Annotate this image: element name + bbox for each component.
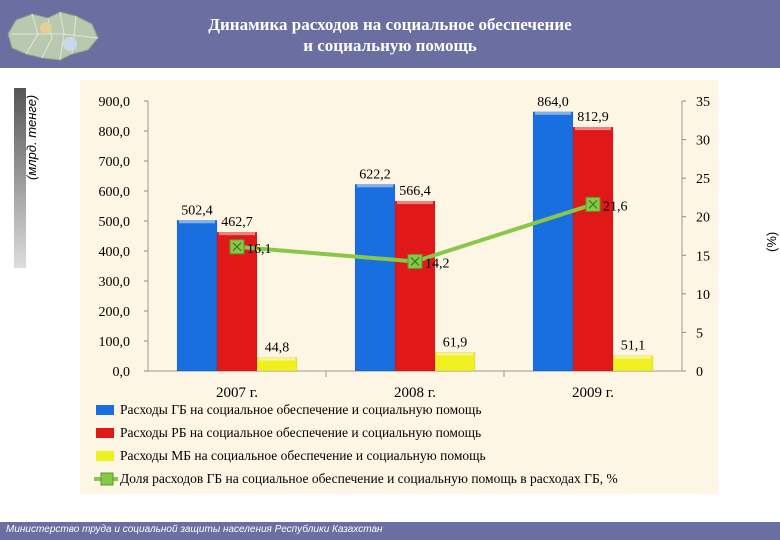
right-tick-label: 5	[696, 326, 703, 341]
left-tick-label: 400,0	[99, 245, 131, 260]
right-tick-label: 25	[696, 172, 710, 187]
footer-text: Министерство труда и социальной защиты н…	[6, 524, 383, 535]
bar-highlight	[397, 201, 433, 205]
bar-value-label: 812,9	[577, 110, 609, 125]
share-marker-cross	[588, 199, 598, 209]
left-tick-label: 200,0	[99, 305, 131, 320]
footer-bar: Министерство труда и социальной защиты н…	[0, 522, 780, 540]
left-tick-label: 700,0	[99, 155, 131, 170]
legend-marker	[100, 472, 114, 486]
share-value-label: 16,1	[247, 242, 272, 257]
bar	[216, 231, 258, 372]
bar	[612, 355, 654, 372]
bar-highlight	[437, 352, 473, 356]
title-line-1: Динамика расходов на социальное обеспече…	[208, 15, 572, 34]
right-tick-label: 20	[696, 211, 710, 226]
bar-value-label: 51,1	[621, 339, 646, 354]
legend: Расходы ГБ на социальное обеспечение и с…	[94, 402, 618, 486]
bar	[572, 126, 614, 372]
category-label: 2008 г.	[394, 385, 436, 401]
bar-value-label: 864,0	[537, 95, 569, 110]
bar	[176, 220, 218, 372]
left-tick-label: 0,0	[113, 365, 131, 380]
right-tick-label: 0	[696, 365, 703, 380]
legend-entry: Доля расходов ГБ на социальное обеспечен…	[120, 471, 618, 486]
bar	[532, 111, 574, 372]
bar-highlight	[259, 357, 295, 361]
legend-entry: Расходы МБ на социальное обеспечение и с…	[120, 448, 486, 463]
kazakhstan-map-logo	[7, 11, 99, 61]
bar-highlight	[535, 111, 571, 115]
left-tick-label: 900,0	[99, 95, 131, 110]
share-line: 16,1 14,2 21,6	[229, 196, 628, 271]
bar-highlight	[219, 232, 255, 236]
bar	[434, 352, 476, 372]
right-tick-label: 35	[696, 95, 710, 110]
category-label: 2007 г.	[216, 385, 258, 401]
right-tick-label: 15	[696, 249, 710, 264]
legend-swatch	[96, 451, 114, 461]
left-tick-label: 100,0	[99, 335, 131, 350]
bar-highlight	[179, 220, 215, 224]
right-tick-label: 30	[696, 134, 710, 149]
bar-highlight	[357, 184, 393, 188]
x-axis-categories: 2007 г. 2008 г. 2009 г.	[216, 371, 614, 401]
share-marker-cross	[410, 257, 420, 266]
bar	[394, 200, 436, 372]
legend-entry: Расходы РБ на социальное обеспечение и с…	[120, 425, 481, 440]
legend-entry: Расходы ГБ на социальное обеспечение и с…	[120, 402, 481, 417]
page-title: Динамика расходов на социальное обеспече…	[130, 14, 650, 56]
bars: 502,4 462,7 44,8 622,2 566,4 61,9 864,0 812,9 51…	[176, 95, 654, 372]
title-line-2: и социальную помощь	[303, 36, 477, 55]
left-tick-label: 800,0	[99, 125, 131, 140]
bar-value-label: 502,4	[181, 203, 213, 218]
bar-value-label: 462,7	[221, 215, 253, 230]
category-label: 2009 г.	[572, 385, 614, 401]
left-tick-label: 600,0	[99, 185, 131, 200]
bar-value-label: 44,8	[265, 341, 290, 356]
legend-swatch	[96, 405, 114, 415]
legend-swatch	[96, 428, 114, 438]
bar	[354, 184, 396, 372]
bar	[256, 357, 298, 372]
header-bar: Динамика расходов на социальное обеспече…	[0, 0, 780, 68]
decorative-side-bar	[14, 88, 26, 268]
share-value-label: 21,6	[603, 199, 628, 214]
bar-highlight	[575, 127, 611, 131]
left-tick-label: 300,0	[99, 275, 131, 290]
share-value-label: 14,2	[425, 256, 450, 271]
bar-value-label: 566,4	[399, 184, 431, 199]
share-marker-cross	[232, 242, 242, 252]
right-tick-label: 10	[696, 288, 710, 303]
left-tick-label: 500,0	[99, 215, 131, 230]
bar-value-label: 61,9	[443, 335, 468, 350]
bar-value-label: 622,2	[359, 167, 391, 182]
bar-highlight	[615, 355, 651, 359]
left-axis-ticks: 900,0 800,0 700,0 600,0 500,0 400,0 300,0 200,0…	[99, 95, 149, 380]
